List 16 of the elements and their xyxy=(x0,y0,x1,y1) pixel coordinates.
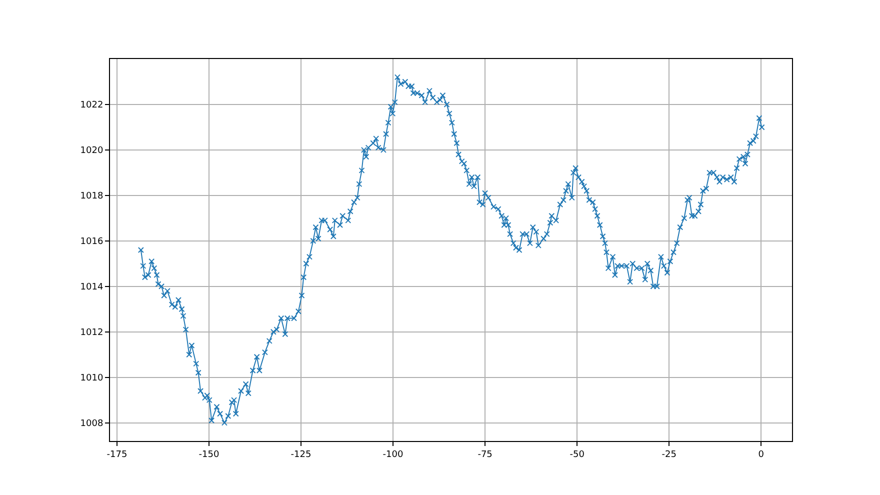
y-tick-label: 1020 xyxy=(80,146,104,156)
y-tick-label: 1016 xyxy=(80,237,104,248)
x-tick-label: -25 xyxy=(662,450,676,460)
x-tick-label: -50 xyxy=(570,450,585,460)
y-tick-label: 1014 xyxy=(80,282,104,293)
x-tick-label: -125 xyxy=(290,450,312,460)
x-tick-label: -100 xyxy=(382,450,404,460)
y-tick-label: 1022 xyxy=(80,100,104,111)
x-tick-label: -175 xyxy=(106,450,128,460)
x-tick-label: -150 xyxy=(198,450,220,460)
y-tick-label: 1010 xyxy=(80,373,104,384)
y-tick-label: 1012 xyxy=(80,328,104,338)
y-tick-label: 1018 xyxy=(80,192,104,202)
x-tick-label: 0 xyxy=(758,450,764,460)
y-tick-label: 1008 xyxy=(80,418,104,429)
x-tick-label: -75 xyxy=(478,450,492,460)
